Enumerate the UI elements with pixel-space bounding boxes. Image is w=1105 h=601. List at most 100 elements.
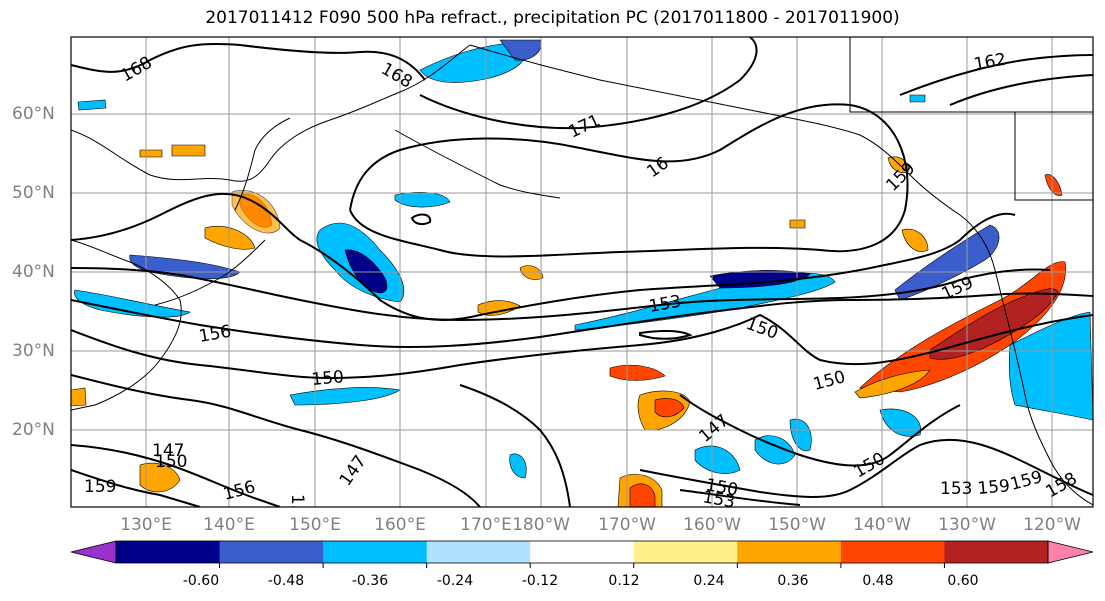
contour-small-loops (410, 213, 693, 340)
contour-label: 15 (287, 494, 307, 516)
contour-156 (71, 267, 1051, 322)
contour-label: 153 (701, 487, 736, 512)
lat-label: 50°N (12, 183, 55, 203)
lat-label: 40°N (12, 262, 55, 282)
contour-label: 159 (84, 477, 116, 497)
precip-positive-hokkaido-edge (231, 190, 281, 234)
precip-negative-south5 (879, 408, 922, 437)
lon-label: 170°W (598, 515, 656, 535)
colorbar-tick-label: -0.36 (351, 573, 389, 589)
precip-negative-bering2 (499, 39, 542, 61)
contour-west-sw (71, 469, 201, 507)
precip-positive-ne4 (901, 228, 929, 252)
precip-negative-mid (394, 192, 451, 208)
precip-positive-central2 (519, 265, 544, 280)
precip-positive-south2-core (654, 398, 685, 418)
precip-negative-south2 (754, 435, 796, 465)
lon-label: 120°W (1023, 515, 1081, 535)
contour-171 (419, 37, 758, 130)
colorbar-tick-label: 0.24 (693, 573, 725, 589)
colorbar-tick-label: 0.36 (777, 573, 809, 589)
precip-negative-w6 (77, 99, 107, 111)
coast-na-inland-1 (849, 37, 1093, 113)
colorbar-segment (944, 541, 1049, 563)
contour-165-loop (349, 103, 909, 258)
coast-na-west (959, 214, 1093, 506)
coast-alaska (469, 44, 961, 216)
precip-negative-south3 (789, 418, 812, 452)
contour-162-north (899, 54, 1093, 96)
contour-159-north (949, 74, 1093, 106)
colorbar-segment (530, 541, 635, 563)
lon-label: 160°W (683, 515, 741, 535)
contour-150-east (639, 438, 1093, 498)
contour-147-east (679, 394, 961, 467)
lon-label: 130°W (938, 515, 996, 535)
lat-label: 60°N (12, 104, 55, 124)
colorbar-segment (116, 541, 221, 563)
contour-label: 150 (155, 452, 187, 472)
precip-negative-coast-south (1008, 311, 1093, 421)
precip-negative-core-160e (344, 249, 388, 294)
contour-label: 153 (940, 479, 972, 499)
colorbar-tick-label: -0.60 (182, 573, 220, 589)
precip-positive-edge-east (854, 369, 931, 399)
lon-label: 140°W (853, 515, 911, 535)
lon-label: 140°E (203, 515, 255, 535)
contour-label: 150 (311, 367, 345, 390)
colorbar-segment (426, 541, 531, 563)
height-contours (71, 37, 1093, 507)
coast-kamchatka (234, 117, 291, 211)
precip-positive-south3-core (629, 483, 656, 507)
colorbar-extend-low (70, 540, 117, 564)
coast-japan (154, 239, 266, 306)
lat-label: 20°N (12, 420, 55, 440)
lon-label: 180°W (512, 515, 570, 535)
coast-na-inland-2 (1014, 112, 1093, 201)
colorbar-segment (323, 541, 428, 563)
precip-positive-core-east (929, 288, 1059, 360)
colorbar-tick-label: -0.24 (436, 573, 474, 589)
colorbar-tick-label: -0.12 (521, 573, 559, 589)
map-frame (70, 36, 1094, 508)
precip-positive-japan (204, 225, 256, 250)
colorbar (70, 540, 1094, 568)
contour-153 (71, 292, 1093, 348)
contour-147-b (459, 384, 571, 507)
coast-china (71, 239, 182, 411)
lon-label: 160°E (374, 515, 426, 535)
lon-label: 170°E (460, 515, 512, 535)
contour-159-west (71, 192, 1016, 321)
map-panel: 168 168 171 16 162 159 159 156 153 150 1… (71, 37, 1093, 516)
lat-label: 30°N (12, 341, 55, 361)
precip-positive-south1 (609, 364, 666, 381)
contour-147 (71, 374, 481, 507)
contour-153-east (679, 489, 801, 506)
colorbar-segment (219, 541, 324, 563)
colorbar-segment (840, 541, 945, 563)
lon-label: 130°E (120, 515, 172, 535)
precip-positive-sw2 (171, 144, 206, 157)
coast-asia (71, 44, 471, 182)
contour-150-south (71, 444, 281, 507)
precip-positive-sw4 (71, 387, 87, 407)
contour-168-west (71, 42, 426, 81)
colorbar-segment (737, 541, 842, 563)
contour-label: 159 (977, 476, 1011, 499)
colorbar-tick-label: 0.60 (947, 573, 979, 589)
colorbar-tick-label: 0.48 (862, 573, 894, 589)
precip-positive-sw1 (139, 149, 163, 158)
precip-positive-ne1 (1044, 174, 1063, 196)
precip-negative-ne5 (909, 94, 926, 103)
map-title: 2017011412 F090 500 hPa refract., precip… (205, 8, 900, 28)
contour-label: 147 (152, 441, 184, 461)
graticule (71, 37, 1093, 507)
colorbar-tick-label: 0.12 (608, 573, 640, 589)
contour-150 (71, 313, 1093, 380)
precip-positive-sw3 (139, 462, 181, 493)
colorbar-extend-high (1047, 540, 1094, 564)
lon-label: 150°W (768, 515, 826, 535)
precip-negative-south6 (509, 453, 527, 479)
colorbar-segment (633, 541, 738, 563)
